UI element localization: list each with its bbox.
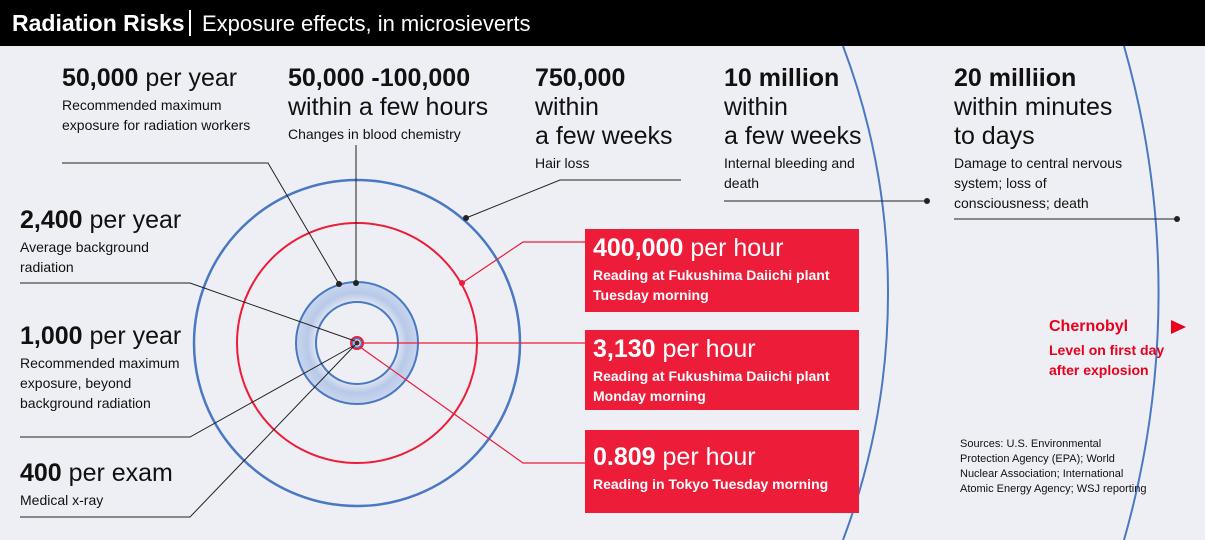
level-desc: Hair loss (535, 155, 590, 171)
leader-dot-10-million (924, 198, 930, 204)
level-value: 20 milliion (954, 64, 1077, 92)
reading-unit: per hour (662, 335, 756, 363)
level-10-million: 10 million within a few weeks Internal b… (724, 64, 894, 193)
level-value: 50,000 (62, 64, 139, 92)
sources-note: Sources: U.S. Environmental Protection A… (960, 438, 1147, 495)
reading-3130-box: 3,130 per hour Reading at Fukushima Daii… (585, 330, 859, 410)
arc-10-million (842, 45, 889, 540)
reading-0809-box: 0.809 per hour Reading in Tokyo Tuesday … (585, 430, 859, 513)
level-value: 750,000 (535, 64, 626, 92)
leader-1000 (20, 345, 354, 438)
reading-desc: Reading at Fukushima Daiichi plant Monda… (593, 368, 830, 404)
reading-desc: Reading in Tokyo Tuesday morning (593, 476, 829, 492)
level-desc: Changes in blood chemistry (288, 126, 461, 142)
leader-400 (20, 343, 357, 518)
level-desc: Recommended maximum exposure for radiati… (62, 97, 251, 133)
level-line3: a few weeks (724, 122, 862, 150)
level-desc: Internal bleeding and death (724, 155, 855, 191)
leader-dot-50000-100000 (353, 280, 359, 286)
reading-400000-box: 400,000 per hour Reading at Fukushima Da… (585, 229, 859, 312)
level-line3: to days (954, 122, 1035, 150)
header-bar: Radiation Risks Exposure effects, in mic… (0, 0, 1205, 46)
leader-2400 (20, 282, 356, 342)
arc-20-million (1123, 45, 1160, 540)
chernobyl-arrow-icon (1171, 320, 1186, 334)
reading-value: 400,000 (593, 234, 684, 262)
level-value: 10 million (724, 64, 840, 92)
level-line2: within (535, 93, 599, 121)
level-desc: Recommended maximum exposure, beyond bac… (20, 355, 180, 411)
level-50000-100000: 50,000 -100,000 within a few hours Chang… (288, 64, 518, 144)
header-divider (189, 10, 191, 36)
circle-2400 (351, 337, 363, 349)
leader-0809 (359, 346, 585, 464)
level-value: 50,000 -100,000 (288, 64, 471, 92)
reading-value: 0.809 (593, 443, 656, 471)
level-line3: a few weeks (535, 122, 673, 150)
leader-dot-400000 (459, 280, 465, 286)
level-desc: Damage to central nervous system; loss o… (954, 155, 1123, 211)
level-20-million: 20 milliion within minutes to days Damag… (954, 64, 1154, 213)
level-unit: per year (89, 206, 182, 234)
leader-dot-50000-year (336, 281, 342, 287)
reading-unit: per hour (662, 443, 756, 471)
header-title: Radiation Risks (12, 10, 185, 36)
leader-dot-750000 (463, 215, 469, 221)
level-line2: within (724, 93, 788, 121)
header-subtitle: Exposure effects, in microsieverts (202, 11, 531, 36)
level-value: 1,000 (20, 322, 83, 350)
level-line2: within a few hours (288, 93, 489, 121)
reading-value: 3,130 (593, 335, 656, 363)
level-unit: per year (89, 322, 182, 350)
level-50000-year: 50,000 per year Recommended maximum expo… (62, 64, 262, 135)
leader-50000-year (62, 162, 340, 285)
level-value: 2,400 (20, 206, 83, 234)
level-750000: 750,000 within a few weeks Hair loss (535, 64, 705, 173)
level-unit: per exam (68, 459, 173, 487)
level-1000: 1,000 per year Recommended maximum expos… (20, 322, 190, 413)
level-400: 400 per exam Medical x-ray (20, 459, 200, 510)
leader-750000 (465, 179, 681, 219)
reading-unit: per hour (690, 234, 784, 262)
chernobyl-desc: Level on first day after explosion (1049, 342, 1165, 378)
chernobyl-title: Chernobyl (1049, 318, 1129, 335)
leader-400000 (461, 241, 585, 284)
level-desc: Average background radiation (20, 239, 149, 275)
level-value: 400 (20, 459, 62, 487)
level-desc: Medical x-ray (20, 492, 104, 508)
chernobyl-label: Chernobyl Level on first day after explo… (1049, 318, 1179, 380)
level-line2: within minutes (954, 93, 1113, 121)
reading-desc: Reading at Fukushima Daiichi plant Tuesd… (593, 267, 830, 303)
leader-dot-20-million (1174, 216, 1180, 222)
level-unit: per year (145, 64, 238, 92)
level-2400: 2,400 per year Average background radiat… (20, 206, 190, 277)
